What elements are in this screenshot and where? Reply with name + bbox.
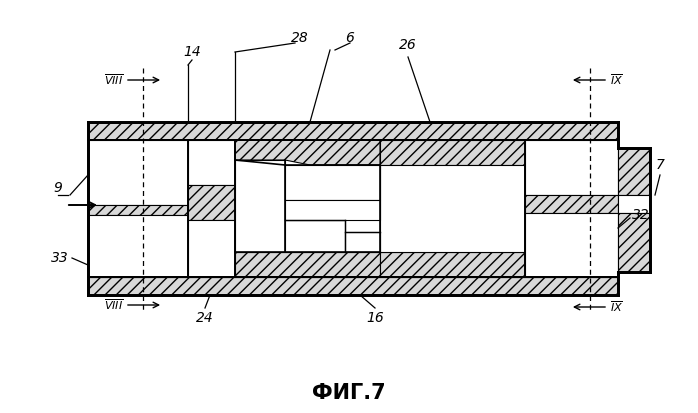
- Text: 28: 28: [291, 31, 309, 45]
- Bar: [188, 140, 235, 185]
- Bar: [525, 140, 618, 195]
- Text: $\overline{VIII}$: $\overline{VIII}$: [103, 298, 123, 312]
- Bar: [285, 200, 380, 220]
- Bar: [88, 277, 618, 295]
- Text: 32: 32: [632, 208, 650, 222]
- Bar: [88, 122, 618, 140]
- Text: ФИГ.7: ФИГ.7: [312, 383, 386, 403]
- Text: 14: 14: [183, 45, 201, 59]
- Text: 9: 9: [54, 181, 62, 195]
- Text: $\overline{IX}$: $\overline{IX}$: [610, 73, 623, 87]
- Bar: [380, 165, 525, 252]
- Bar: [345, 232, 380, 252]
- Bar: [380, 140, 525, 165]
- Text: $\overline{VIII}$: $\overline{VIII}$: [103, 73, 123, 87]
- Text: 7: 7: [655, 158, 664, 172]
- Bar: [88, 205, 188, 215]
- Bar: [88, 215, 188, 277]
- Polygon shape: [235, 140, 380, 165]
- Text: $\overline{IX}$: $\overline{IX}$: [610, 300, 623, 314]
- Bar: [235, 160, 285, 252]
- Bar: [380, 252, 525, 277]
- Text: 6: 6: [346, 31, 355, 45]
- Text: 24: 24: [196, 311, 214, 325]
- Bar: [618, 148, 650, 195]
- Polygon shape: [235, 252, 380, 277]
- Text: 16: 16: [366, 311, 384, 325]
- Bar: [618, 195, 650, 213]
- Bar: [188, 185, 235, 220]
- Bar: [88, 140, 188, 205]
- Bar: [285, 165, 380, 200]
- Text: 26: 26: [399, 38, 417, 52]
- Bar: [618, 213, 650, 272]
- Bar: [188, 220, 235, 277]
- Bar: [285, 220, 345, 252]
- Bar: [525, 213, 618, 277]
- Text: 33: 33: [51, 251, 69, 265]
- Bar: [525, 195, 618, 213]
